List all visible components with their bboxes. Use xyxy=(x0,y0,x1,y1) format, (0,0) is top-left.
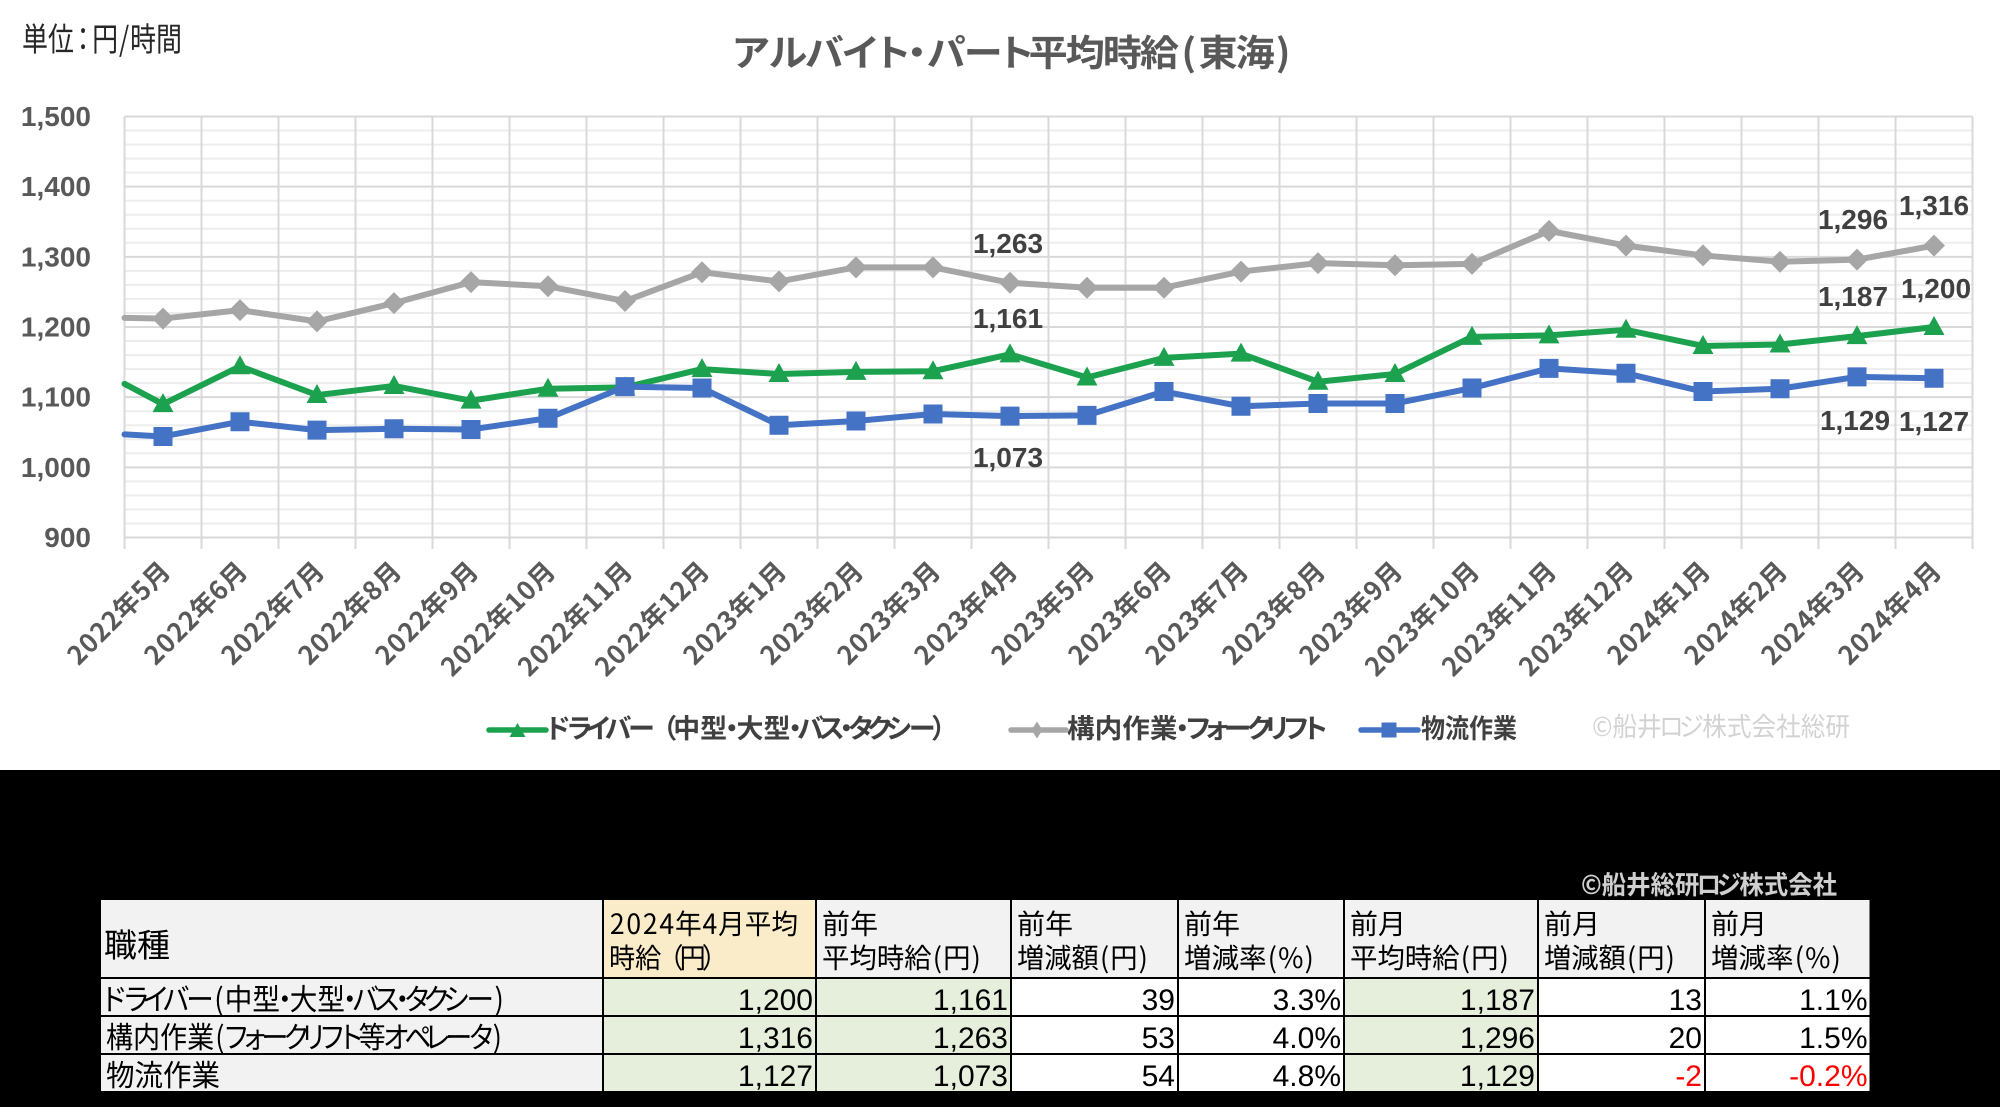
svg-text:1,296: 1,296 xyxy=(1818,204,1888,235)
svg-text:1,127: 1,127 xyxy=(738,1060,813,1093)
svg-text:1,161: 1,161 xyxy=(973,303,1043,334)
svg-text:1,000: 1,000 xyxy=(21,452,91,483)
svg-text:900: 900 xyxy=(44,522,91,553)
svg-text:1,073: 1,073 xyxy=(933,1060,1008,1093)
svg-text:1,296: 1,296 xyxy=(1460,1022,1535,1055)
svg-text:1,073: 1,073 xyxy=(973,442,1043,473)
svg-text:3.3%: 3.3% xyxy=(1273,984,1341,1017)
svg-text:1,300: 1,300 xyxy=(21,241,91,272)
svg-text:1,400: 1,400 xyxy=(21,171,91,202)
svg-text:4.0%: 4.0% xyxy=(1273,1022,1341,1055)
svg-text:1,316: 1,316 xyxy=(738,1022,813,1055)
svg-text:39: 39 xyxy=(1142,984,1175,1017)
svg-text:1,500: 1,500 xyxy=(21,101,91,132)
svg-text:1,263: 1,263 xyxy=(973,228,1043,259)
svg-text:1,129: 1,129 xyxy=(1820,405,1890,436)
svg-text:1,316: 1,316 xyxy=(1899,190,1969,221)
svg-text:54: 54 xyxy=(1142,1060,1175,1093)
svg-text:13: 13 xyxy=(1669,984,1702,1017)
svg-text:53: 53 xyxy=(1142,1022,1175,1055)
svg-text:1,129: 1,129 xyxy=(1460,1060,1535,1093)
svg-text:1,127: 1,127 xyxy=(1899,406,1969,437)
svg-text:1,100: 1,100 xyxy=(21,382,91,413)
svg-text:1,187: 1,187 xyxy=(1460,984,1535,1017)
svg-text:1.5%: 1.5% xyxy=(1799,1022,1867,1055)
svg-text:1,200: 1,200 xyxy=(21,312,91,343)
svg-text:1,200: 1,200 xyxy=(738,984,813,1017)
svg-text:1.1%: 1.1% xyxy=(1799,984,1867,1017)
svg-text:1,200: 1,200 xyxy=(1901,273,1971,304)
svg-text:1,161: 1,161 xyxy=(933,984,1008,1017)
svg-text:-0.2%: -0.2% xyxy=(1789,1060,1867,1093)
svg-text:4.8%: 4.8% xyxy=(1273,1060,1341,1093)
svg-text:1,187: 1,187 xyxy=(1818,281,1888,312)
svg-text:-2: -2 xyxy=(1675,1060,1702,1093)
svg-text:1,263: 1,263 xyxy=(933,1022,1008,1055)
svg-text:20: 20 xyxy=(1669,1022,1702,1055)
